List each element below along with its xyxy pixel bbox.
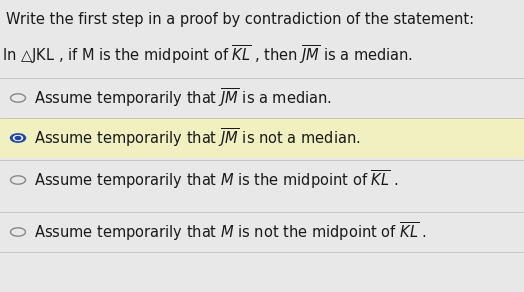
- Text: In △JKL , if M is the midpoint of $\overline{KL}$ , then $\overline{JM}$ is a me: In △JKL , if M is the midpoint of $\over…: [2, 44, 413, 67]
- Bar: [0, 118, 524, 158]
- Circle shape: [10, 134, 26, 142]
- Text: Write the first step in a proof by contradiction of the statement:: Write the first step in a proof by contr…: [6, 12, 474, 27]
- Circle shape: [15, 136, 21, 140]
- Circle shape: [14, 135, 23, 140]
- Text: Assume temporarily that $\overline{JM}$ is not a median.: Assume temporarily that $\overline{JM}$ …: [34, 126, 361, 150]
- Text: Assume temporarily that $M$ is not the midpoint of $\overline{KL}$ .: Assume temporarily that $M$ is not the m…: [34, 221, 427, 243]
- Text: Assume temporarily that $\overline{JM}$ is a median.: Assume temporarily that $\overline{JM}$ …: [34, 86, 332, 110]
- Text: Assume temporarily that $M$ is the midpoint of $\overline{KL}$ .: Assume temporarily that $M$ is the midpo…: [34, 169, 398, 191]
